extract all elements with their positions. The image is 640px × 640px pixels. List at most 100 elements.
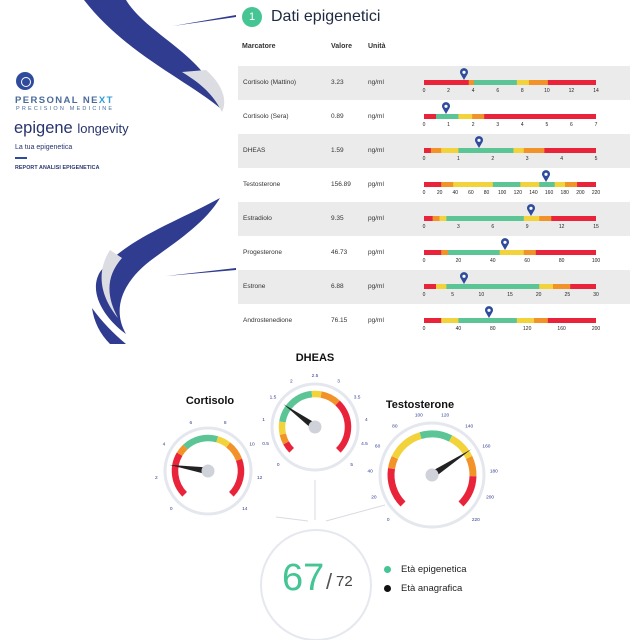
range-tick-label: 2	[447, 88, 450, 94]
gauge-tick-label: 10	[249, 441, 255, 447]
gauge-tick-label: 6	[189, 420, 192, 426]
gauge-tick-label: 220	[472, 517, 480, 523]
product-title: epigene longevity	[14, 119, 129, 137]
range-segment	[528, 80, 549, 85]
range-segment	[441, 148, 459, 153]
gauge-tick-label: 80	[392, 423, 398, 429]
marker-name: Estradiolo	[243, 215, 272, 222]
gauge-tick-label: 0	[387, 517, 390, 523]
range-segment	[516, 318, 535, 323]
marker-pin-icon	[475, 136, 484, 148]
range-segment	[472, 114, 485, 119]
section-header: 1 Dati epigenetici	[242, 6, 380, 28]
marker-value: 156.89	[331, 181, 351, 188]
range-tick-label: 20	[455, 258, 462, 264]
range-tick-label: 120	[523, 326, 532, 332]
range-bar	[424, 216, 596, 221]
range-tick-label: 1	[457, 156, 460, 162]
marker-table: Cortisolo (Mattino) 3.23 ng/ml 0 2 4 6 8 10 12 14 C…	[238, 66, 630, 338]
range-ticks: 0 5 10 15 20 25 30	[423, 292, 599, 300]
marker-unit: ng/ml	[368, 113, 384, 120]
range-segment	[439, 216, 447, 221]
gauge-zone	[391, 432, 422, 460]
range-segment	[539, 216, 552, 221]
range-bar	[424, 182, 596, 187]
marker-pin-icon	[500, 238, 509, 250]
epigenetic-age-value: 67	[282, 557, 325, 599]
range-segment	[534, 318, 549, 323]
range-segment	[424, 114, 437, 119]
marker-name: Androstenedione	[243, 317, 293, 324]
gauge-zone	[228, 458, 245, 497]
range-segment	[565, 182, 578, 187]
marker-value: 6.88	[331, 283, 344, 290]
range-segment	[547, 318, 596, 323]
range-segment	[520, 182, 540, 187]
gauge-hub	[308, 420, 322, 434]
range-ticks: 0 1 2 3 4 5 6 7	[423, 122, 598, 130]
section-number-badge: 1	[242, 7, 262, 27]
range-tick-label: 6	[491, 224, 495, 230]
gauge-tick-label: 5	[350, 462, 353, 468]
range-tick-label: 2	[491, 156, 495, 162]
legend-label-epigenetic: Età epigenetica	[401, 563, 467, 575]
range-segment	[473, 80, 518, 85]
legend-dot-chronological	[384, 584, 391, 592]
gauge-title: Cortisolo	[186, 395, 235, 407]
table-row: Progesterone 46.73 pg/ml 0 20 40 60 80 100	[238, 236, 630, 270]
range-tick-label: 100	[591, 258, 601, 264]
range-bar	[424, 148, 596, 153]
gauge-tick-label: 120	[441, 412, 449, 418]
range-tick-label: 120	[513, 190, 522, 196]
range-tick-label: 160	[544, 190, 554, 196]
gauge-tick-label: 0.5	[262, 441, 269, 447]
gauge-tick-label: 8	[224, 420, 227, 426]
range-bar	[424, 284, 596, 289]
gauge-zone	[279, 390, 313, 423]
range-bar	[424, 318, 596, 323]
gauge-tick-label: 40	[367, 469, 373, 475]
gauge-tick-label: 160	[482, 443, 490, 449]
gauge-zone	[171, 452, 188, 497]
marker-pin-icon	[485, 306, 494, 318]
range-bar	[424, 80, 596, 85]
range-tick-label: 220	[591, 190, 601, 196]
range-segment	[523, 148, 545, 153]
range-segment	[441, 182, 454, 187]
legend-dot-epigenetic	[384, 565, 391, 573]
range-tick-label: 30	[593, 292, 599, 298]
range-tick-label: 0	[422, 258, 426, 264]
range-tick-label: 60	[524, 258, 530, 264]
range-segment	[499, 250, 525, 255]
gauge-tick-label: 3	[337, 379, 340, 385]
range-tick-label: 14	[593, 88, 599, 94]
range-tick-label: 5	[545, 122, 549, 128]
range-tick-label: 25	[564, 292, 571, 298]
range-segment	[436, 284, 447, 289]
range-segment	[551, 216, 596, 221]
range-segment	[554, 182, 566, 187]
gauge-zone	[283, 441, 295, 453]
connector-line	[325, 504, 386, 522]
range-tick-label: 140	[529, 190, 538, 196]
marker-unit: pg/ml	[368, 283, 384, 290]
range-tick-label: 0	[422, 190, 426, 196]
marker-pin-icon	[442, 102, 451, 114]
gauge-zone	[176, 444, 188, 456]
gauge-zone	[226, 442, 243, 462]
range-ticks: 0 1 2 3 4 5	[423, 156, 598, 164]
range-segment	[458, 114, 473, 119]
range-segment	[424, 284, 437, 289]
range-tick-label: 3	[457, 224, 460, 230]
brand-subtitle: PRECISION MEDICINE	[16, 106, 115, 112]
marker-name: Cortisolo (Sera)	[243, 113, 289, 120]
col-header-unit: Unità	[368, 43, 386, 50]
table-row: Estrone 6.88 pg/ml 0 5 10 15 20 25 30	[238, 270, 630, 304]
range-tick-label: 10	[544, 88, 550, 94]
range-tick-label: 10	[478, 292, 485, 298]
range-segment	[441, 250, 449, 255]
marker-value: 46.73	[331, 249, 348, 256]
gauge-title: DHEAS	[296, 352, 335, 364]
gauge-zone	[320, 391, 340, 406]
range-segment	[484, 114, 596, 119]
